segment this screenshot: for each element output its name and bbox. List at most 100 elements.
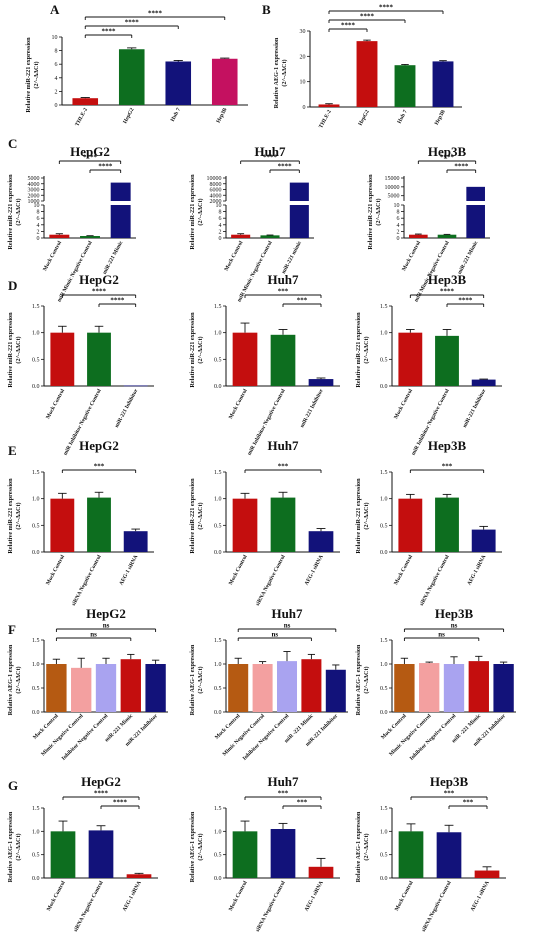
- significance: ********: [61, 288, 137, 307]
- tick-label: 1.0: [32, 497, 40, 503]
- bar: [301, 659, 322, 712]
- category-label: AEG-1 siRNA: [466, 554, 487, 586]
- tick-label: 0.0: [380, 550, 388, 556]
- category-label: Mimic Negative Control: [40, 713, 85, 758]
- bar: [49, 234, 70, 238]
- bar: [308, 379, 334, 386]
- tick-label: 1.0: [214, 662, 222, 668]
- y-axis-label: Relative miR-221 expression(2^-ΔΔCt): [189, 312, 204, 388]
- tick-label: 4000: [28, 182, 40, 188]
- tick-label: 0.5: [380, 853, 388, 859]
- chart-panel-D-huh7: Huh7 0.0 0.5 1.0 1.5 Relative miR-221 express…: [189, 272, 340, 456]
- category-label: Mock Control: [46, 880, 67, 912]
- tick-label: 1.0: [380, 662, 388, 668]
- tick-label: 4: [37, 223, 40, 229]
- bar: [276, 661, 298, 712]
- bar: [145, 664, 166, 712]
- category-label: AEG-1 siRNA: [118, 554, 139, 586]
- tick-label: 0.5: [380, 686, 388, 692]
- sig-label: ****: [360, 13, 375, 21]
- tick-label: 10: [300, 80, 306, 86]
- category-label: siRNA Negative Control: [255, 554, 287, 607]
- tick-label: 8: [37, 210, 40, 216]
- category-label: Mock Control: [45, 388, 66, 420]
- significance: ********: [409, 288, 485, 307]
- sig-label: ****: [92, 288, 107, 296]
- category-label: AEG-1 siRNA: [470, 880, 491, 912]
- tick-label: 6000: [210, 188, 222, 194]
- bar: [50, 498, 75, 552]
- tick-label: 1.5: [214, 304, 222, 310]
- bars: [50, 325, 148, 387]
- tick-label: 0: [219, 236, 222, 242]
- bars: [318, 39, 454, 108]
- tick-label: 10000: [385, 185, 400, 191]
- sig-label: ****: [98, 163, 113, 171]
- bars: [49, 182, 131, 238]
- bar: [394, 664, 415, 712]
- bars: [72, 47, 238, 105]
- significance: ********: [62, 790, 140, 809]
- tick-label: 0.5: [380, 357, 388, 363]
- bar: [432, 61, 454, 107]
- tick-label: 0.0: [214, 384, 222, 390]
- bar: [72, 98, 99, 105]
- chart-title: Hep3B: [428, 438, 467, 453]
- tick-label: 0.0: [214, 710, 222, 716]
- bar: [419, 663, 440, 712]
- tick-label: 1.5: [380, 304, 388, 310]
- tick-label: 8000: [210, 182, 222, 188]
- sig-label: ***: [297, 297, 308, 305]
- tick-label: 0.0: [32, 550, 40, 556]
- tick-label: 6: [37, 216, 40, 222]
- y-ticks: 0.0 0.5 1.0 1.5: [380, 638, 392, 716]
- x-category-labels: Mock Control siRNA Negative Control AEG-1 …: [46, 880, 143, 933]
- panel-letter-B: B: [262, 2, 271, 17]
- bar: [308, 531, 334, 552]
- tick-label: 10000: [207, 176, 222, 182]
- y-axis-label: Relative miR-221 expression(2^-ΔΔCt): [7, 478, 22, 554]
- category-label: AEG-1 siRNA: [122, 880, 143, 912]
- bars: [232, 491, 334, 552]
- y-axis-label: Relative miR-221 expression(2^-ΔΔCt): [189, 478, 204, 554]
- category-label: Mock Control: [228, 554, 249, 586]
- category-label: Mock Control: [45, 554, 66, 586]
- sig-label: ****: [102, 28, 117, 36]
- bar: [468, 661, 489, 712]
- tick-label: 1.5: [380, 638, 388, 644]
- tick-label: 10: [394, 203, 400, 209]
- chart-title: HepG2: [79, 272, 119, 287]
- sig-label: ****: [110, 297, 125, 305]
- y-axis-label: Relative AEG-1 expression(2^-ΔΔCt): [7, 644, 22, 715]
- sig-label: ns: [451, 622, 458, 630]
- category-label: Mimic Negative Control: [222, 713, 267, 758]
- sig-label: ****: [263, 154, 278, 162]
- tick-label: 1.0: [380, 497, 388, 503]
- significance: *** ***: [244, 790, 322, 809]
- sig-label: ns: [103, 622, 110, 630]
- tick-label: 8: [219, 210, 222, 216]
- bars: [398, 493, 496, 552]
- bar: [211, 58, 238, 105]
- tick-label: 0.5: [380, 523, 388, 529]
- bar: [435, 497, 459, 552]
- tick-label: 4: [397, 223, 400, 229]
- x-category-labels: THLE-2 HepG2 Huh 7 Hep3B: [74, 107, 228, 128]
- chart-panel-E-huh7: Huh7 0.0 0.5 1.0 1.5 Relative miR-221 express…: [189, 438, 340, 607]
- bar-upper: [110, 182, 131, 201]
- bars: [228, 651, 346, 712]
- bar: [398, 831, 424, 878]
- sig-label: ***: [278, 288, 289, 296]
- tick-label: 0.5: [32, 357, 40, 363]
- category-label: HepG2: [122, 107, 135, 125]
- tick-label: 3000: [28, 188, 40, 194]
- tick-label: 1.5: [380, 806, 388, 812]
- category-label: siRNA Negative Control: [421, 880, 453, 933]
- tick-label: 2000: [28, 193, 40, 199]
- tick-label: 1.0: [32, 331, 40, 337]
- bar: [398, 498, 423, 552]
- chart-title: Hep3B: [435, 606, 474, 621]
- bar: [123, 385, 148, 387]
